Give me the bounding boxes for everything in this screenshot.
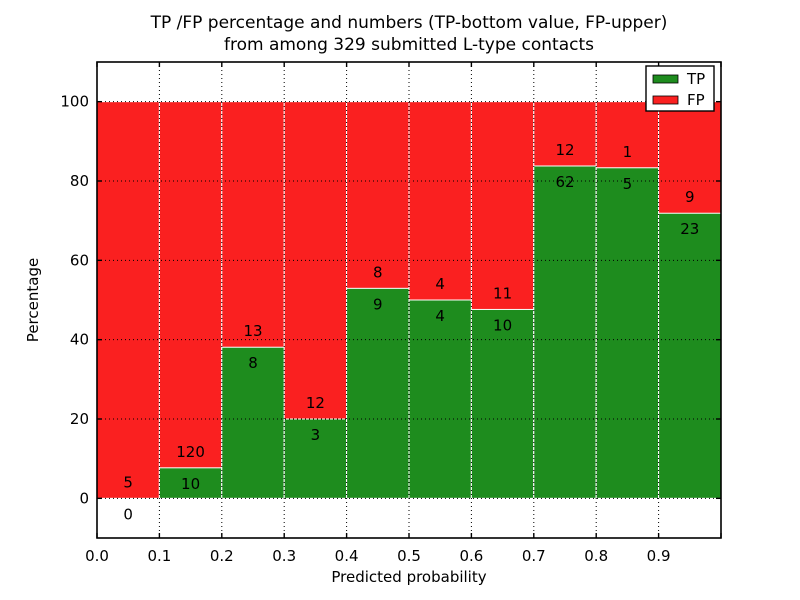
tp-count-label: 0: [123, 505, 133, 523]
fp-bar-segment: [96, 101, 160, 499]
tp-bar-segment: [158, 467, 223, 499]
x-tick-label: 0.7: [522, 547, 546, 565]
chart-title-line2: from among 329 submitted L-type contacts: [223, 35, 594, 55]
fp-count-label: 12: [555, 141, 574, 159]
tp-bar-segment: [408, 299, 472, 499]
x-tick-label: 0.0: [85, 547, 109, 565]
x-axis-label: Predicted probability: [331, 568, 486, 586]
y-tick-label: 60: [70, 251, 89, 269]
x-tick-label: 0.6: [459, 547, 483, 565]
chart-title: TP /FP percentage and numbers (TP-bottom…: [9, 12, 800, 56]
y-tick-label: 40: [70, 331, 89, 349]
fp-count-label: 11: [493, 284, 512, 302]
tp-count-label: 8: [248, 354, 258, 372]
ticks-group: [96, 62, 722, 538]
y-axis-label: Percentage: [24, 258, 42, 342]
tp-bar-segment: [221, 346, 285, 499]
tp-count-label: 62: [555, 173, 574, 191]
fp-count-label: 5: [123, 473, 133, 491]
fp-count-label: 12: [306, 394, 325, 412]
x-tick-label: 0.2: [210, 547, 234, 565]
chart-title-line1: TP /FP percentage and numbers (TP-bottom…: [150, 13, 668, 33]
tp-bar-segment: [470, 308, 535, 499]
axes-frame: [96, 61, 722, 539]
tp-count-label: 4: [435, 307, 445, 325]
tp-count-label: 3: [311, 426, 321, 444]
tp-count-label: 10: [493, 316, 512, 334]
tp-count-label: 5: [623, 175, 633, 193]
tick-labels-group: 0.0 0.1 0.2 0.3 0.4 0.5 0.6 0.7 0.8 0.90204060801…: [60, 93, 670, 565]
fp-count-label: 120: [176, 443, 205, 461]
count-annotations-group: 5 0 120 10 13 8 12 3 8 9 4 4 11 10 12 62 1 5 9 23: [123, 141, 699, 523]
tp-count-label: 9: [373, 295, 383, 313]
tp-bar-segment: [283, 418, 348, 499]
y-tick-label: 20: [70, 410, 89, 428]
gridlines-group: [97, 62, 721, 538]
x-tick-label: 0.8: [584, 547, 608, 565]
x-tick-label: 0.5: [397, 547, 421, 565]
legend-swatch-tp: [652, 74, 679, 84]
legend-swatch-fp: [652, 95, 679, 105]
tp-bar-segment: [533, 165, 597, 499]
fp-count-label: 4: [435, 275, 445, 293]
tp-bar-segment: [658, 212, 722, 499]
tp-bar-segment: [595, 167, 660, 499]
tp-count-label: 10: [181, 475, 200, 493]
fp-count-label: 13: [243, 322, 262, 340]
legend: TP FP: [645, 65, 715, 112]
x-tick-label: 0.4: [335, 547, 359, 565]
fp-count-label: 9: [685, 188, 695, 206]
fp-bar-segment: [158, 101, 223, 499]
x-tick-label: 0.1: [147, 547, 171, 565]
legend-label-tp: TP: [686, 70, 705, 88]
legend-label-fp: FP: [687, 91, 705, 109]
x-tick-label: 0.3: [272, 547, 296, 565]
tp-count-label: 23: [680, 220, 699, 238]
y-tick-label: 100: [60, 93, 89, 111]
fp-count-label: 8: [373, 263, 383, 281]
fp-count-label: 1: [623, 143, 633, 161]
x-tick-label: 0.9: [647, 547, 671, 565]
tp-bar-segment: [346, 287, 410, 499]
bars-group: [96, 101, 722, 499]
y-tick-label: 80: [70, 172, 89, 190]
y-tick-label: 0: [79, 489, 89, 507]
